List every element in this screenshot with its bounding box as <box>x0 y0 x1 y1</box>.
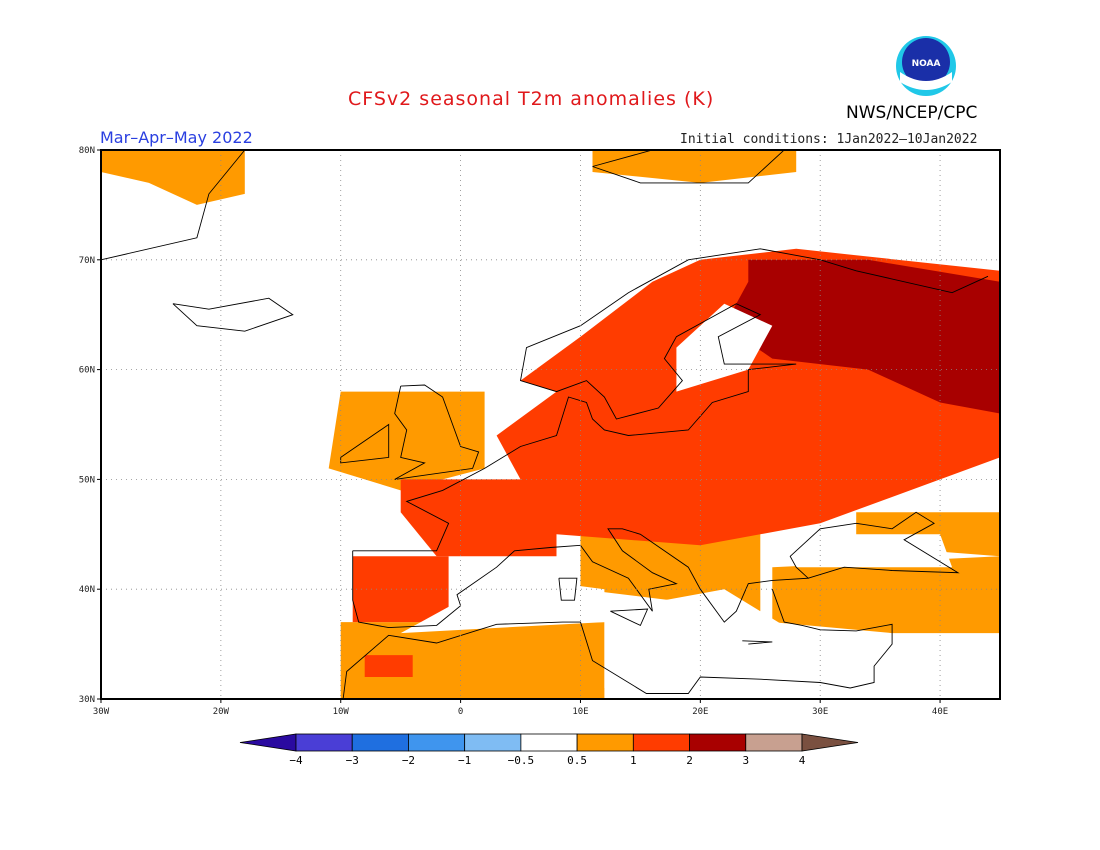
coastline <box>100 149 246 261</box>
noaa-logo: NOAA <box>896 36 956 96</box>
x-tick-label: 40E <box>932 707 948 717</box>
colorbar-swatch <box>632 733 690 752</box>
x-tick-label: 10E <box>572 707 588 717</box>
colorbar-label: 4 <box>799 754 806 767</box>
anomaly-region <box>340 622 605 699</box>
agency-label: NWS/NCEP/CPC <box>846 103 978 123</box>
initial-conditions-label: Initial conditions: 1Jan2022–10Jan2022 <box>680 132 978 147</box>
y-tick-label: 50N <box>79 475 95 485</box>
y-tick-label: 30N <box>79 695 95 705</box>
coastline <box>352 248 989 552</box>
coastline <box>172 297 294 332</box>
colorbar: −4 −3 −2 −1 −0.5 0.5 1 2 3 4 <box>239 733 859 767</box>
sea-area <box>400 578 605 634</box>
x-tick-label: 10W <box>333 707 350 717</box>
colorbar-label: −2 <box>402 754 415 767</box>
anomaly-region <box>328 391 485 491</box>
colorbar-min-arrow <box>239 733 297 752</box>
colorbar-swatch <box>351 733 409 752</box>
colorbar-label: 3 <box>742 754 749 767</box>
anomaly-region <box>592 150 797 183</box>
colorbar-swatch <box>408 733 466 752</box>
x-tick-label: 0 <box>458 707 463 717</box>
sea-area <box>796 534 953 568</box>
x-tick-label: 20E <box>692 707 708 717</box>
anomaly-region <box>400 479 557 557</box>
colorbar-label: 2 <box>686 754 693 767</box>
colorbar-label: −4 <box>289 754 303 767</box>
colorbar-swatch <box>464 733 522 752</box>
colorbar-swatch <box>520 733 578 752</box>
coastline <box>342 589 893 700</box>
colorbar-label: −0.5 <box>508 754 535 767</box>
anomaly-region <box>101 150 245 205</box>
anomaly-region <box>772 556 1000 634</box>
coastlines <box>100 149 989 700</box>
anomaly-region <box>352 556 449 623</box>
axis-labels: 30W 20W 10W 0 10E 20E 30E 40E 30N 40N 50N 60N 70N 80N <box>79 146 948 717</box>
anomaly-region <box>724 259 1000 414</box>
coastline <box>592 149 786 184</box>
y-tick-label: 40N <box>79 585 95 595</box>
x-tick-label: 30W <box>93 707 110 717</box>
colorbar-label: 0.5 <box>567 754 587 767</box>
y-tick-label: 60N <box>79 366 95 376</box>
x-tick-label: 30E <box>812 707 828 717</box>
anomaly-region <box>364 655 413 677</box>
x-tick-label: 20W <box>213 707 230 717</box>
map-frame <box>100 149 1001 700</box>
coastline <box>394 384 480 480</box>
colorbar-swatch <box>689 733 747 752</box>
colorbar-label: 1 <box>630 754 637 767</box>
coastline <box>610 608 649 627</box>
colorbar-label: −1 <box>458 754 471 767</box>
anomaly-regions <box>101 150 1000 699</box>
colorbar-swatch <box>295 733 353 752</box>
colorbar-label: −3 <box>346 754 359 767</box>
coastline <box>742 640 773 645</box>
colorbar-max-arrow <box>801 733 859 752</box>
y-tick-label: 80N <box>79 146 95 156</box>
colorbar-swatch <box>576 733 634 752</box>
sea-area <box>604 589 893 688</box>
coastline <box>558 577 578 601</box>
colorbar-swatch <box>745 733 803 752</box>
y-tick-label: 70N <box>79 256 95 266</box>
noaa-logo-text: NOAA <box>912 59 941 69</box>
coastline <box>352 511 960 629</box>
coastline <box>340 423 390 464</box>
season-label: Mar–Apr–May 2022 <box>100 128 253 147</box>
